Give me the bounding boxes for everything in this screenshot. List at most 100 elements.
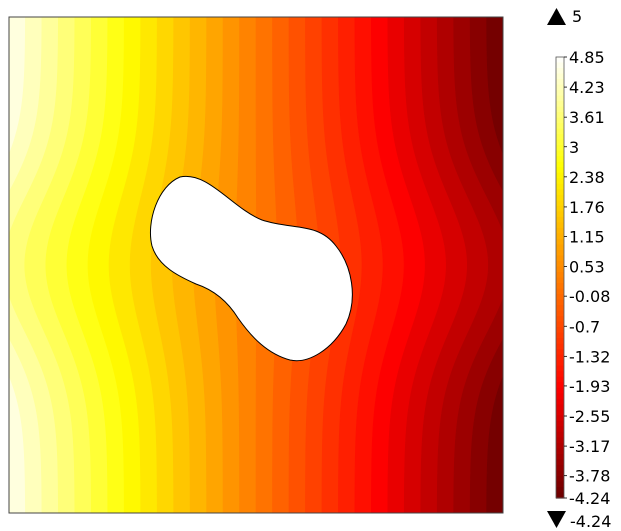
colorbar-segment (556, 62, 564, 69)
colorbar-tick-label: 1.76 (569, 198, 605, 217)
colorbar-tick-label: 4.23 (569, 78, 605, 97)
colorbar-segment (556, 266, 564, 273)
colorbar-frame (555, 56, 565, 499)
min-triangle-icon (547, 511, 566, 528)
colorbar-segment (556, 321, 564, 328)
colorbar-segment (556, 426, 564, 433)
colorbar-segment (556, 338, 564, 345)
colorbar-tick-label: 0.53 (569, 258, 605, 277)
colorbar-segment (556, 316, 564, 323)
colorbar-segment (556, 398, 564, 405)
colorbar-tick-label: -4.24 (569, 489, 610, 508)
colorbar-segment (556, 442, 564, 449)
colorbar-tick-label: -1.32 (569, 347, 610, 366)
colorbar-segment (556, 277, 564, 284)
colorbar-segment (556, 145, 564, 152)
colorbar-segment (556, 415, 564, 422)
colorbar-segment (556, 211, 564, 218)
colorbar-segment (556, 481, 564, 488)
colorbar-segment (556, 222, 564, 229)
colorbar-segment (556, 486, 564, 494)
colorbar-segment (556, 376, 564, 383)
min-range-label: -4.24 (570, 512, 611, 531)
colorbar-segment (556, 271, 564, 279)
colorbar-segment (556, 112, 564, 119)
domain-hole (149, 175, 353, 362)
colorbar-segment (556, 227, 564, 234)
colorbar-segment (556, 95, 564, 102)
colorbar-segment (556, 365, 564, 372)
colorbar-segment (556, 343, 564, 350)
colorbar-segment (556, 305, 564, 312)
colorbar-segment (556, 360, 564, 367)
colorbar-segment (556, 79, 564, 86)
colorbar-segment (556, 249, 564, 257)
colorbar-segment (556, 161, 564, 168)
colorbar-segment (556, 283, 564, 290)
colorbar-tick-label: 3 (569, 138, 579, 157)
colorbar-segment (556, 327, 564, 334)
colorbar-segment (556, 189, 564, 196)
colorbar-tick-label: -3.78 (569, 467, 610, 486)
colorbar-ticks: 4.85 4.23 3.61 3 2.38 1.76 1.15 0.53 -0.08 -0.7 -1… (564, 48, 610, 508)
colorbar-tick-label: 3.61 (569, 108, 605, 127)
colorbar-segment (556, 255, 564, 262)
colorbar-tick-label: 1.15 (569, 228, 605, 247)
colorbar-segment (556, 68, 564, 75)
contour-band (9, 17, 26, 513)
colorbar-segment (556, 150, 564, 157)
colorbar-segment (556, 233, 564, 240)
colorbar-segment (556, 464, 564, 472)
colorbar-segment (556, 156, 564, 163)
colorbar-segment (556, 90, 564, 97)
max-triangle-icon (547, 8, 566, 25)
colorbar-segment (556, 57, 564, 64)
colorbar-segment (556, 299, 564, 306)
colorbar-segment (556, 437, 564, 444)
colorbar-segment (556, 475, 564, 483)
colorbar-segment (556, 194, 564, 201)
colorbar-segment (556, 84, 564, 91)
colorbar-segment (556, 238, 564, 246)
colorbar-tick-label: -3.17 (569, 437, 610, 456)
colorbar-segment (556, 294, 564, 301)
colorbar-segment (556, 288, 564, 295)
colorbar-segment (556, 420, 564, 427)
colorbar-segment (556, 371, 564, 378)
colorbar-segment (556, 117, 564, 124)
colorbar-segment (556, 139, 564, 146)
colorbar-segment (556, 106, 564, 113)
colorbar-tick-label: -1.93 (569, 377, 610, 396)
contour-band (469, 17, 503, 513)
colorbar-segment (556, 387, 564, 394)
colorbar-segment (556, 216, 564, 223)
colorbar-segment (556, 349, 564, 356)
plot-frame (8, 16, 504, 514)
colorbar-segment (556, 310, 564, 317)
colorbar-segment (556, 178, 564, 185)
colorbar-segment (556, 101, 564, 108)
colorbar-segment (556, 354, 564, 361)
colorbar-segment (556, 404, 564, 411)
colorbar-segment (556, 134, 564, 141)
colorbar-segment (556, 172, 564, 179)
colorbar-segment (556, 200, 564, 207)
colorbar-tick-label: -0.08 (569, 287, 610, 306)
colorbar-segment (556, 470, 564, 477)
colorbar-segment (556, 431, 564, 438)
colorbar-segment (556, 492, 564, 499)
colorbar-segment (556, 244, 564, 251)
colorbar-segment (556, 167, 564, 174)
colorbar-segment (556, 205, 564, 212)
colorbar-tick-label: 2.38 (569, 168, 605, 187)
colorbar-tick-label: -2.55 (569, 407, 610, 426)
colorbar-segment (556, 260, 564, 268)
colorbar (556, 57, 564, 499)
colorbar-segment (556, 459, 564, 466)
max-range-label: 5 (572, 7, 582, 26)
colorbar-segment (556, 453, 564, 461)
colorbar-segment (556, 183, 564, 190)
colorbar-tick-label: 4.85 (569, 48, 605, 67)
colorbar-segment (556, 382, 564, 389)
